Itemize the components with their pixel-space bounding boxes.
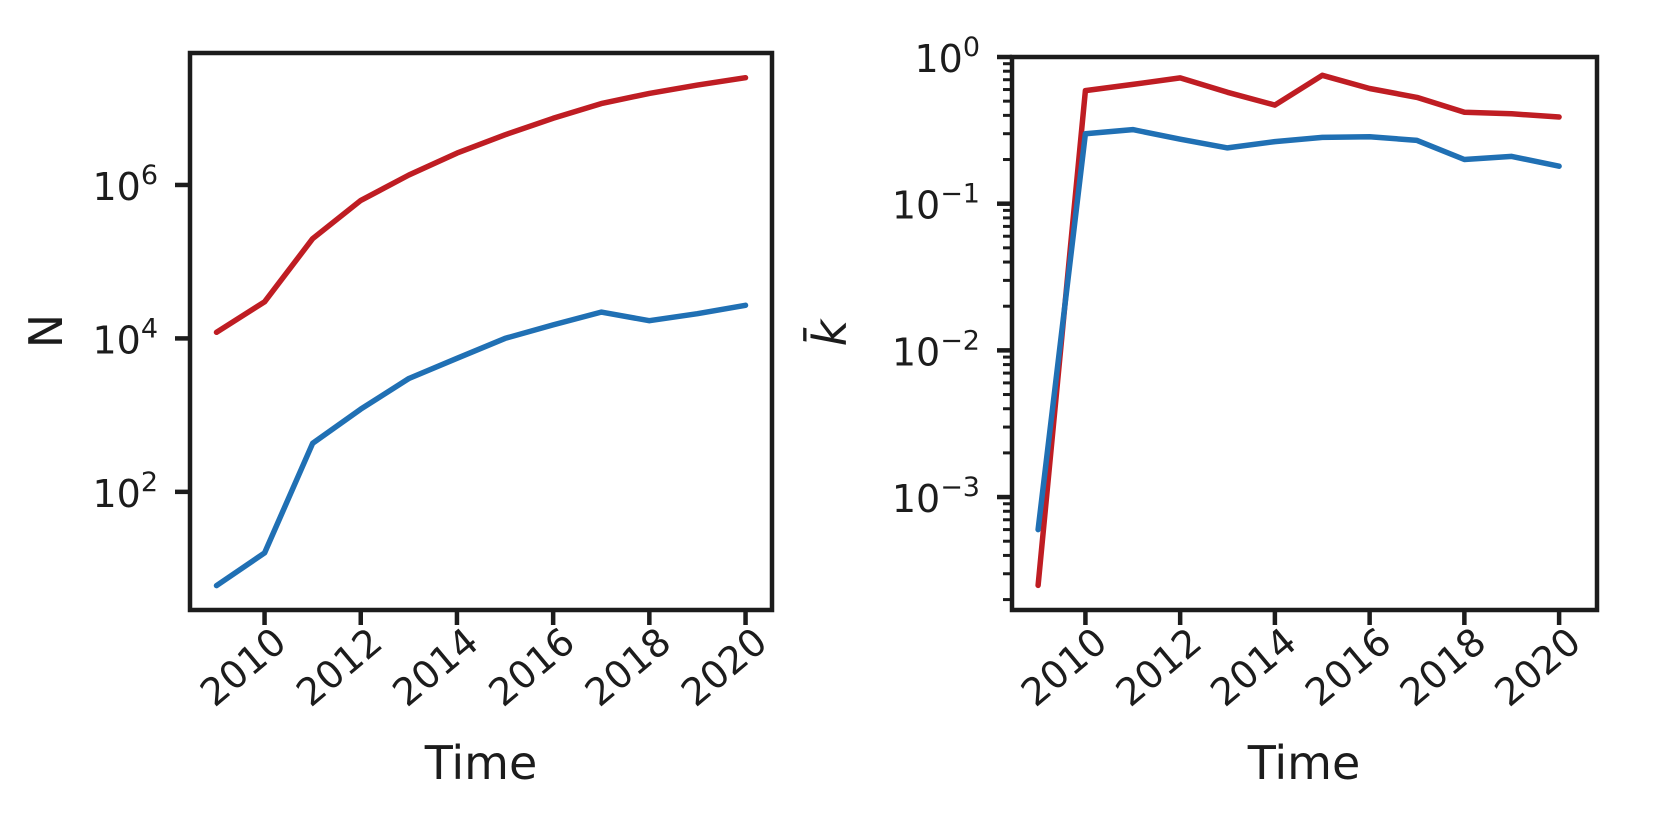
x-axis-label: Time — [424, 736, 538, 790]
y-tick-label: 102 — [92, 467, 158, 516]
x-tick-label: 2010 — [192, 619, 294, 715]
y-tick-label: 104 — [92, 313, 158, 362]
x-tick-label: 2018 — [577, 619, 679, 715]
y-tick-label: 10−1 — [892, 179, 980, 228]
x-tick-label: 2020 — [1487, 619, 1589, 715]
series-line-blue-series — [213, 302, 749, 589]
x-tick-label: 2010 — [1013, 619, 1115, 715]
y-tick-label: 10−3 — [892, 472, 980, 521]
x-tick-label: 2014 — [384, 619, 486, 715]
y-axis-label: N — [19, 314, 73, 348]
series-line-red-series — [213, 74, 749, 336]
x-tick-label: 2012 — [288, 619, 390, 715]
series-line-red-series — [1035, 72, 1562, 589]
y-tick-label: 10−2 — [892, 325, 980, 374]
y-axis-label: k̄ — [803, 317, 857, 346]
plot-frame — [1009, 54, 1600, 613]
x-tick-label: 2018 — [1392, 619, 1494, 715]
x-tick-label: 2012 — [1108, 619, 1210, 715]
x-tick-label: 2020 — [673, 619, 775, 715]
series-line-blue-series — [1035, 126, 1562, 533]
x-tick-label: 2014 — [1202, 619, 1304, 715]
y-tick-label: 106 — [92, 160, 158, 209]
right-chart: 10010−110−210−3201020122014201620182020 … — [803, 32, 1600, 790]
plot-frame — [187, 50, 775, 613]
x-tick-label: 2016 — [481, 619, 583, 715]
x-axis-label: Time — [1247, 736, 1361, 790]
x-tick-label: 2016 — [1297, 619, 1399, 715]
y-tick-label: 100 — [914, 32, 980, 81]
